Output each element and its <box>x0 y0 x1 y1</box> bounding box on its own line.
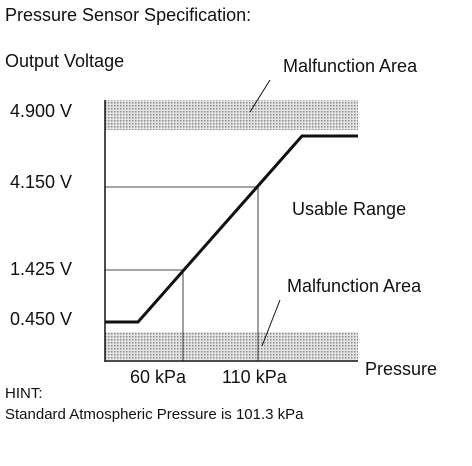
y-label: 4.150 V <box>10 172 72 192</box>
title: Pressure Sensor Specification: <box>5 5 251 25</box>
y-label: 0.450 V <box>10 309 72 329</box>
leader-line <box>261 299 281 347</box>
y-label: 1.425 V <box>10 259 72 279</box>
annotation: Malfunction Area <box>287 276 422 296</box>
y-axis-label: Output Voltage <box>5 51 124 71</box>
lower-malfunction-band <box>105 332 358 360</box>
y-label: 4.900 V <box>10 101 72 121</box>
x-label: 110 kPa <box>222 367 288 387</box>
annotation: Malfunction Area <box>283 56 418 76</box>
leader-line <box>249 79 271 113</box>
reference-lines <box>105 186 259 361</box>
x-label: 60 kPa <box>130 367 187 387</box>
hint-text: Standard Atmospheric Pressure is 101.3 k… <box>5 406 304 423</box>
x-axis-label: Pressure <box>365 359 437 379</box>
annotation: Usable Range <box>292 199 406 219</box>
hint-heading: HINT: <box>5 385 43 402</box>
upper-malfunction-band <box>105 100 358 130</box>
output-curve <box>105 134 358 324</box>
